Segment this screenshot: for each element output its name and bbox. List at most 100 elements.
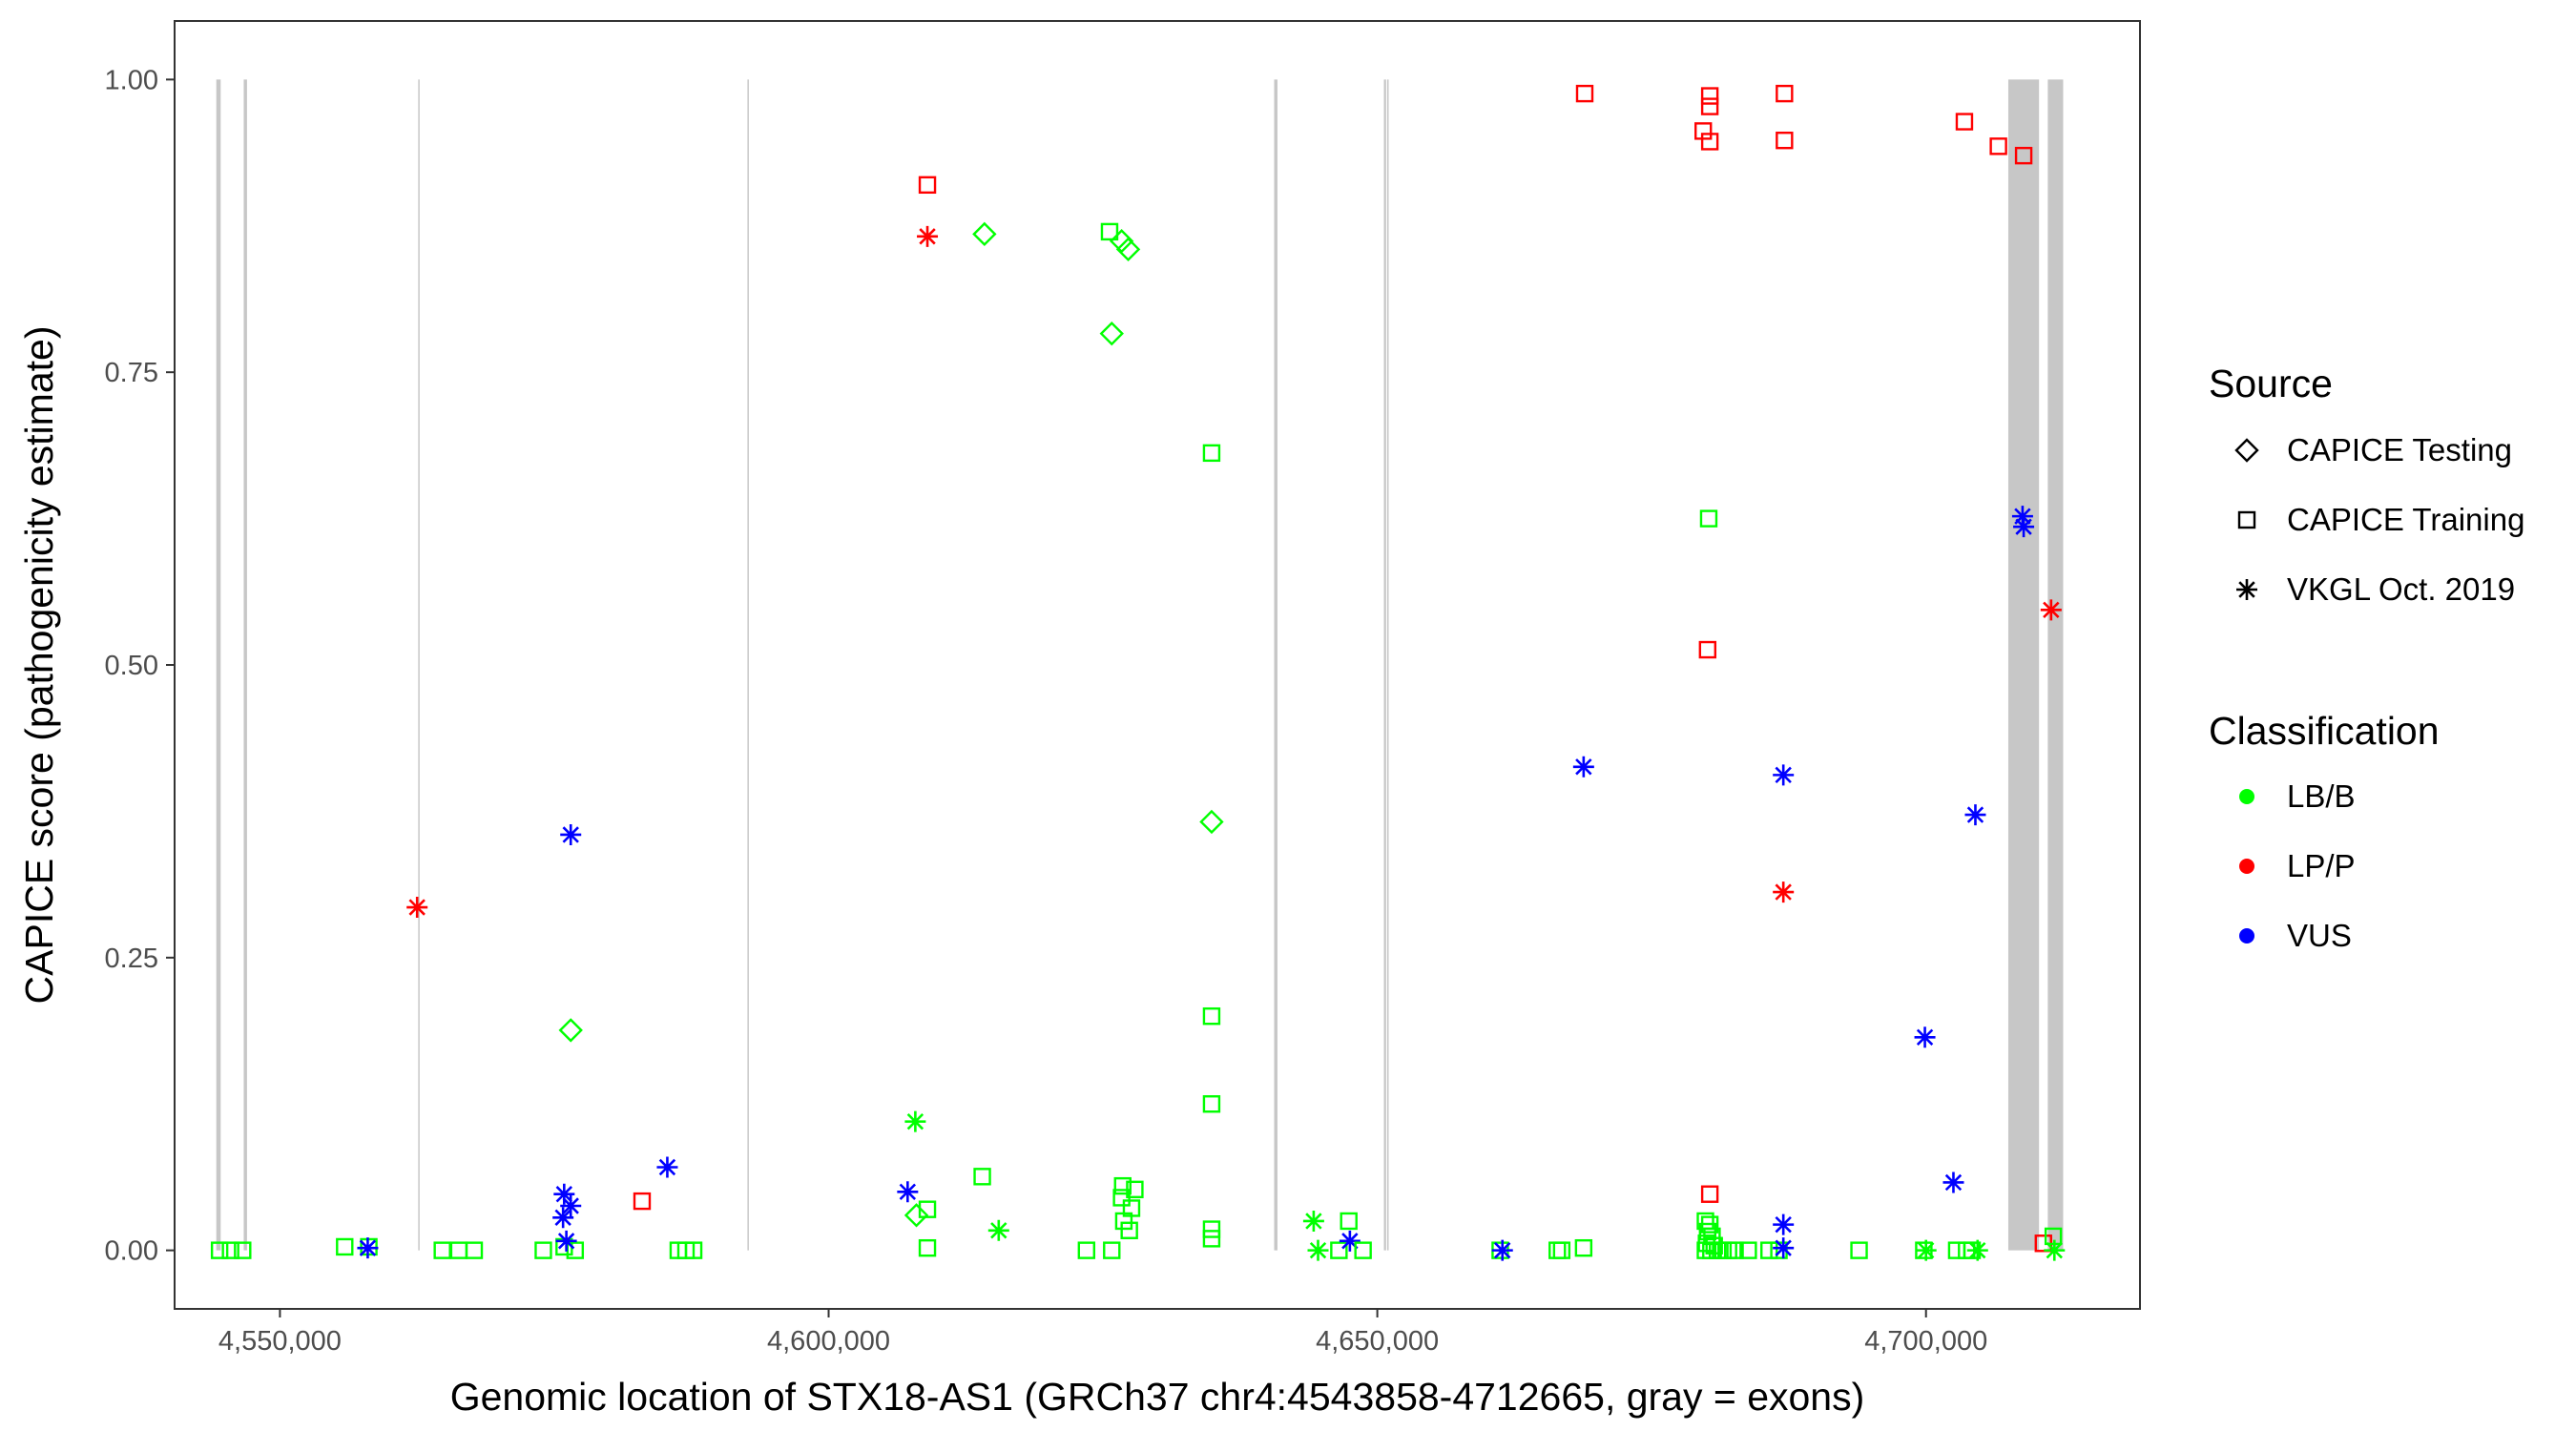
data-point-asterisk-vus	[2011, 506, 2033, 528]
data-point-diamond-lb-b	[904, 1203, 929, 1228]
data-point-square-lb-b	[1726, 1241, 1744, 1259]
data-point-square-lb-b	[433, 1241, 451, 1259]
exon-band	[243, 79, 247, 1251]
data-point-square-lb-b	[1103, 1241, 1121, 1259]
data-point-asterisk-vus	[897, 1181, 919, 1203]
data-point-diamond-lb-b	[1199, 809, 1224, 835]
legend-source-keys	[2234, 438, 2259, 600]
legend-source-item-testing: CAPICE Testing	[2287, 432, 2512, 467]
exon-band	[216, 79, 221, 1251]
data-point-square-lb-b	[1699, 509, 1718, 528]
data-point-asterisk-vus	[357, 1237, 379, 1259]
data-point-square-lb-b	[336, 1237, 354, 1256]
exon-band	[1274, 79, 1278, 1251]
x-tick-label: 4,650,000	[1316, 1326, 1439, 1357]
data-point-square-lp-p	[1700, 97, 1719, 115]
data-point-asterisk-lb-b	[1966, 1239, 1988, 1261]
data-point-square-lb-b	[1077, 1241, 1096, 1259]
data-point-square-lb-b	[1114, 1212, 1133, 1231]
y-axis-title: CAPICE score (pathogenicity estimate)	[17, 326, 61, 1005]
data-point-square-lb-b	[1850, 1241, 1868, 1259]
data-point-asterisk-lp-p	[917, 225, 939, 247]
data-point-asterisk-lb-b	[904, 1110, 926, 1132]
data-point-asterisk-vus	[553, 1183, 575, 1205]
y-tick-label: 0.25	[105, 944, 158, 974]
data-point-asterisk-vus	[1773, 1213, 1795, 1235]
y-tick-label: 0.00	[105, 1236, 158, 1267]
data-point-asterisk-vus	[1964, 804, 1986, 826]
data-point-asterisk-vus	[552, 1207, 574, 1229]
legend-source-title: Source	[2209, 362, 2333, 405]
data-point-square-lb-b	[1739, 1241, 1757, 1259]
data-point-square-lb-b	[234, 1241, 252, 1259]
exon-band	[418, 79, 420, 1251]
data-point-square-lb-b	[1100, 222, 1119, 241]
legend-key-dot-icon	[2239, 859, 2254, 874]
data-point-diamond-lb-b	[558, 1018, 583, 1043]
data-point-square-lb-b	[1202, 1220, 1221, 1238]
legend-source-item-training: CAPICE Training	[2287, 502, 2524, 537]
data-point-asterisk-lb-b	[1302, 1210, 1324, 1232]
data-point-asterisk-vus	[1914, 1027, 1936, 1048]
data-point-asterisk-vus	[560, 1195, 582, 1216]
data-point-asterisk-vus	[1773, 1237, 1795, 1259]
data-point-square-lp-p	[1575, 84, 1594, 103]
legend-class-item-vus: VUS	[2287, 918, 2352, 953]
y-tick-label: 1.00	[105, 65, 158, 95]
data-point-square-lb-b	[465, 1241, 484, 1259]
data-point-asterisk-vus	[560, 823, 582, 845]
legend-key-dot-icon	[2239, 789, 2254, 804]
data-point-square-lb-b	[918, 1200, 937, 1218]
data-point-square-lb-b	[918, 1238, 937, 1257]
y-tick-label: 0.75	[105, 358, 158, 388]
legend-key-dot-icon	[2239, 928, 2254, 944]
data-point-asterisk-vus	[1773, 764, 1795, 786]
data-point-diamond-lb-b	[972, 221, 997, 247]
legend-key-asterisk-icon	[2236, 579, 2257, 600]
y-tick-label: 0.50	[105, 651, 158, 681]
exon-band	[2047, 79, 2064, 1251]
data-point-asterisk-lp-p	[406, 897, 428, 919]
data-point-square-lp-p	[1700, 87, 1719, 105]
data-point-square-lb-b	[1120, 1221, 1138, 1239]
axes: 0.00 0.25 0.50 0.75 1.00 4,550,000 4,600,000 4,…	[105, 65, 1988, 1357]
data-point-square-lb-b	[1112, 1189, 1131, 1207]
data-point-square-lb-b	[1354, 1241, 1372, 1259]
data-point-square-lp-p	[633, 1192, 652, 1211]
data-point-square-lp-p	[1698, 640, 1717, 659]
data-point-square-lp-p	[1955, 113, 1974, 131]
data-point-square-lb-b	[221, 1241, 239, 1259]
exon-band	[2007, 79, 2040, 1251]
data-point-square-lp-p	[2014, 146, 2033, 165]
data-point-square-lb-b	[534, 1241, 552, 1259]
exon-band	[1383, 79, 1386, 1251]
x-tick-label: 4,700,000	[1864, 1326, 1987, 1357]
legend: Source CAPICE Testing CAPICE Training VK…	[2209, 362, 2524, 953]
legend-source-item-vkgl: VKGL Oct. 2019	[2287, 571, 2515, 607]
data-point-square-lb-b	[210, 1241, 229, 1259]
data-point-square-lb-b	[1760, 1241, 1778, 1259]
data-point-asterisk-lb-b	[1307, 1239, 1329, 1261]
data-point-square-lb-b	[973, 1168, 991, 1186]
legend-classification-keys	[2239, 789, 2254, 944]
data-point-asterisk-vus	[1572, 756, 1594, 778]
legend-key-diamond-icon	[2234, 438, 2259, 463]
data-point-asterisk-lb-b	[2044, 1239, 2066, 1261]
data-point-square-lb-b	[1202, 1006, 1221, 1026]
data-point-square-lb-b	[1113, 1176, 1132, 1195]
legend-classification-title: Classification	[2209, 709, 2440, 753]
data-point-square-lb-b	[1574, 1238, 1593, 1257]
data-point-asterisk-lp-p	[2040, 599, 2062, 621]
exon-band-layer	[216, 79, 2064, 1251]
exon-band	[747, 79, 749, 1251]
data-point-square-lb-b	[1552, 1241, 1571, 1259]
data-point-diamond-lb-b	[1099, 321, 1124, 346]
data-point-square-lb-b	[1330, 1241, 1348, 1259]
data-point-asterisk-vus	[555, 1230, 577, 1252]
x-tick-label: 4,600,000	[767, 1326, 890, 1357]
data-point-asterisk-vus	[2013, 516, 2035, 538]
data-point-square-lp-p	[1776, 131, 1794, 150]
data-point-asterisk-vus	[1339, 1230, 1361, 1252]
